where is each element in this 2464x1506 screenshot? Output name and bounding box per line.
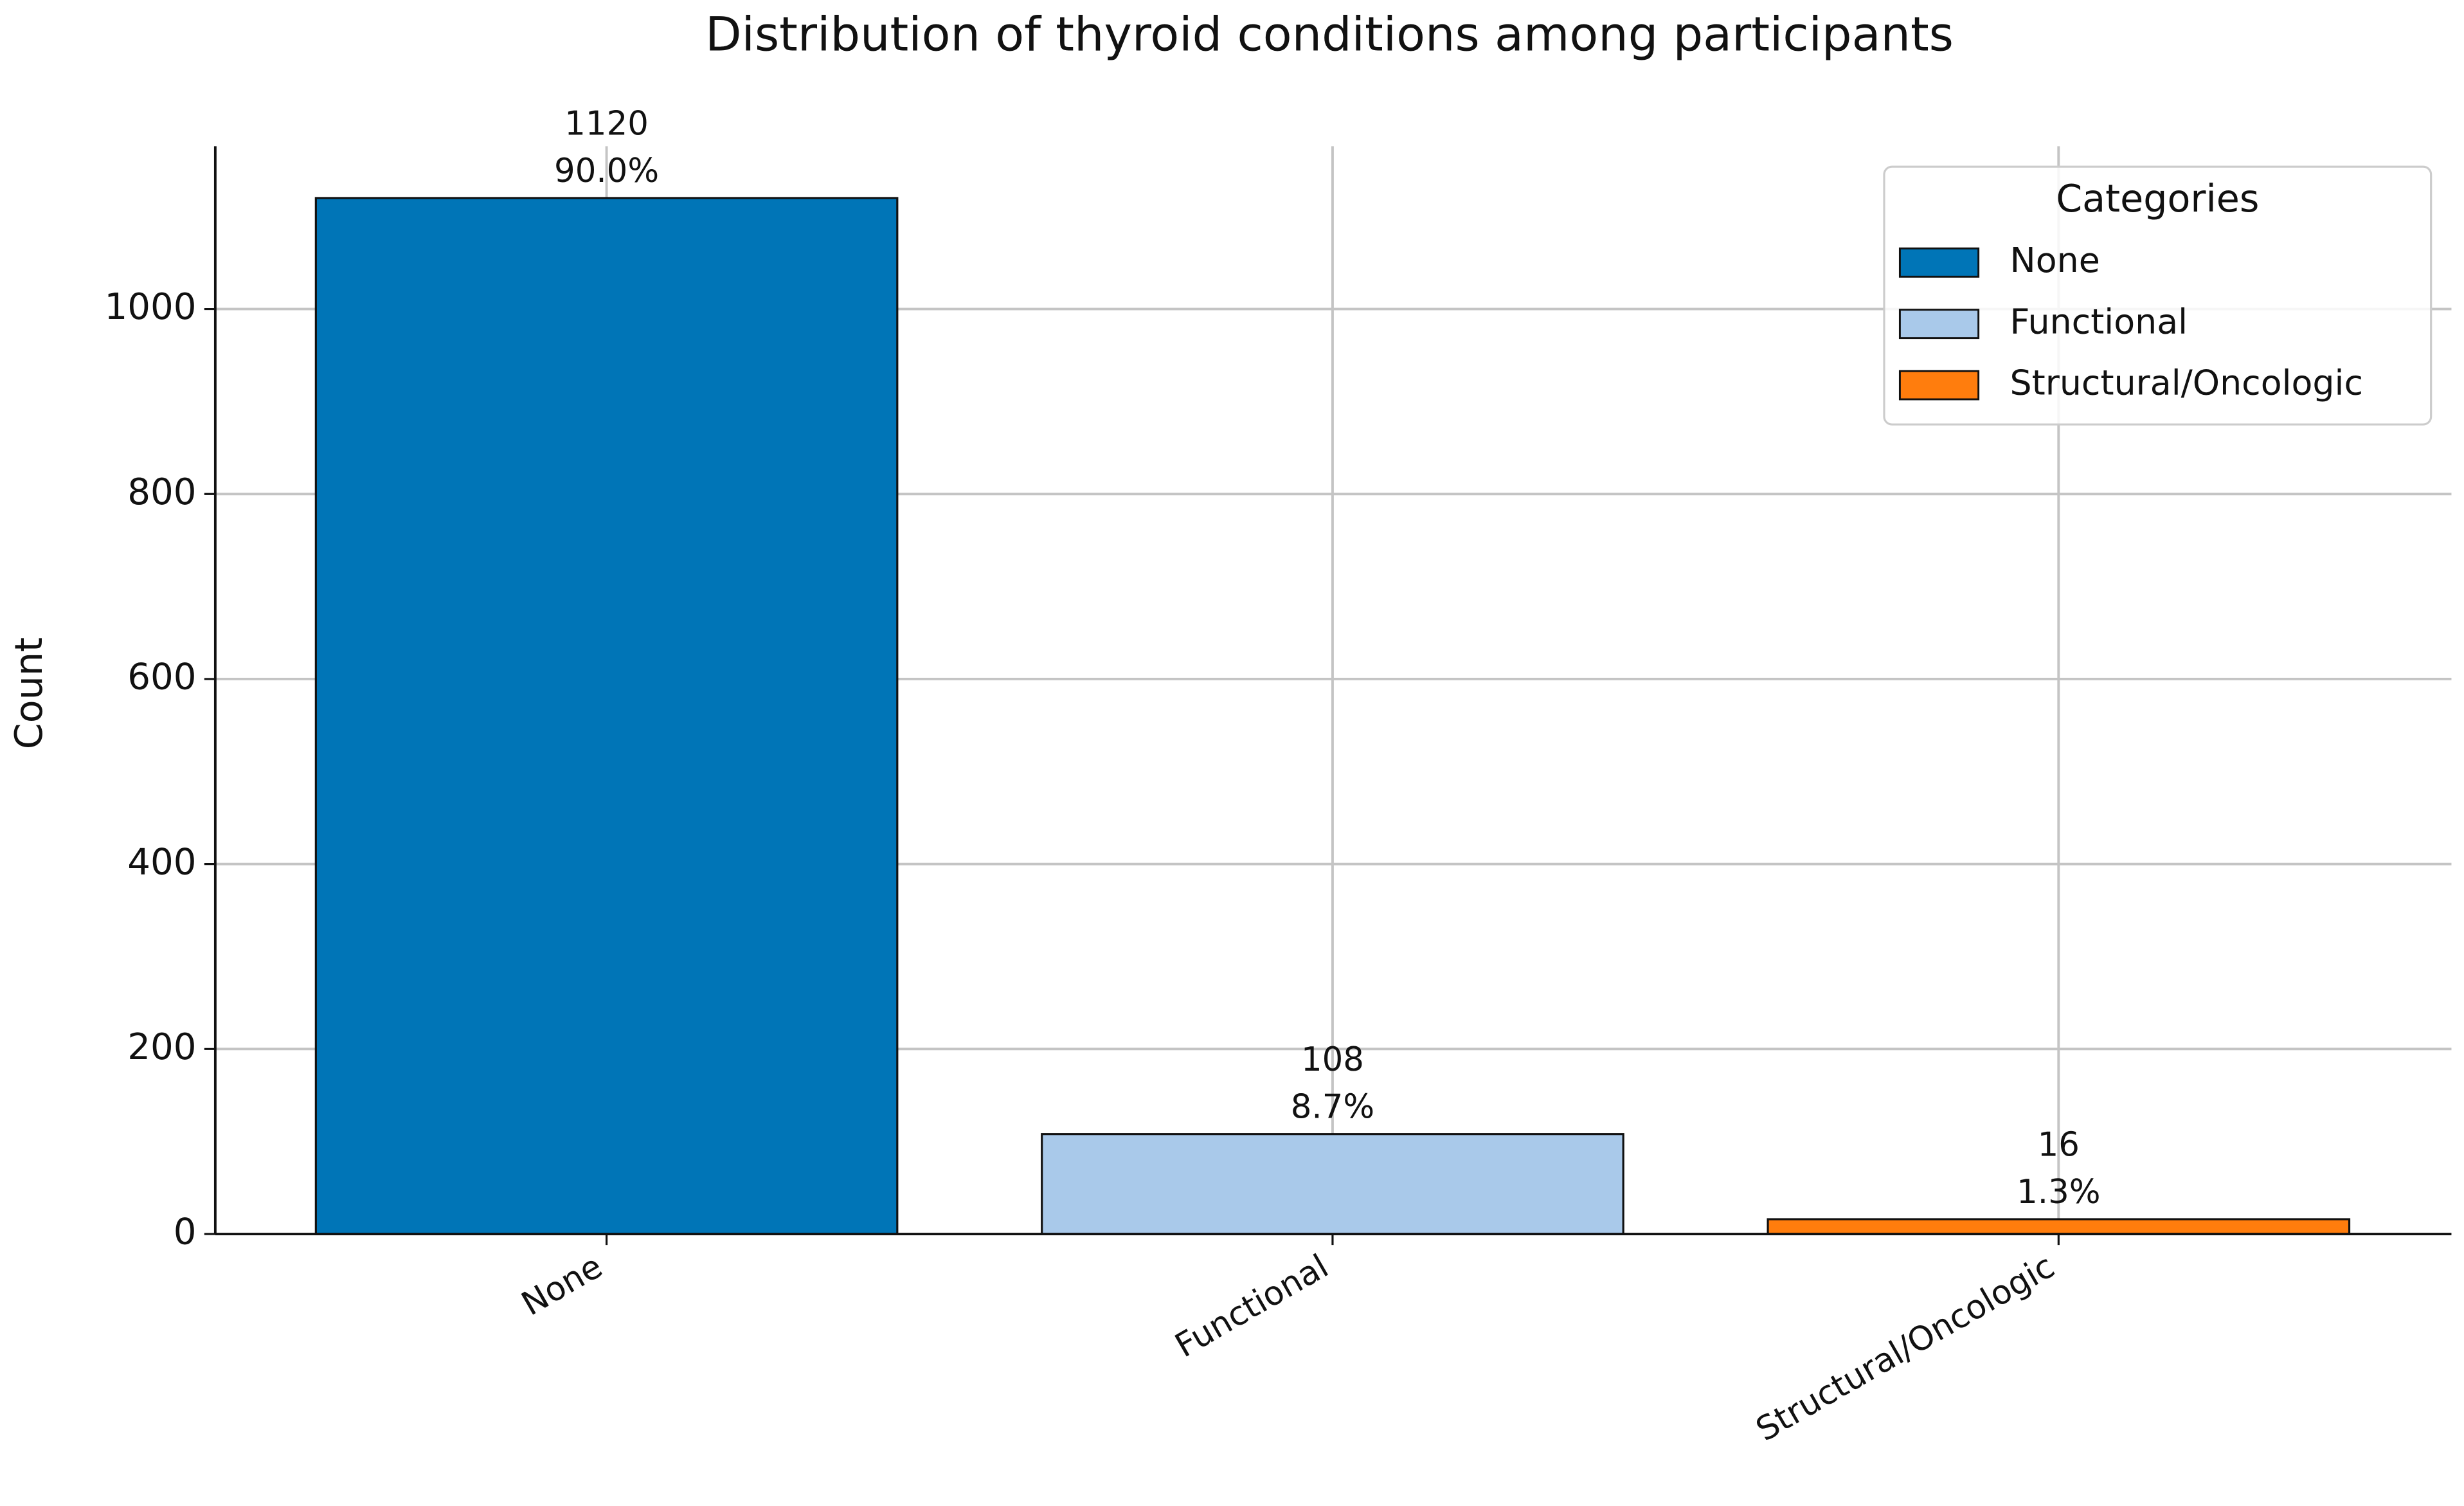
legend-label: Structural/Oncologic [2010, 363, 2364, 403]
legend: Categories None Functional Structural/Oncol… [1883, 165, 2433, 426]
y-tick-label: 200 [127, 1026, 196, 1068]
y-tick-label: 400 [127, 841, 196, 883]
legend-label: Functional [2010, 301, 2188, 341]
y-tick-label: 0 [174, 1211, 197, 1253]
bars: 1120 90.0% 108 8.7% 16 1.3% [314, 105, 2351, 1235]
legend-title: Categories [2056, 177, 2259, 221]
bar [1041, 1133, 1624, 1235]
legend-swatch [1898, 309, 1980, 340]
bar [1767, 1218, 2351, 1235]
y-tick-label: 800 [127, 471, 196, 513]
legend-swatch [1898, 370, 1980, 401]
percent-label: 90.0% [554, 152, 659, 190]
y-axis-label: Count [7, 637, 51, 749]
value-label: 108 [1301, 1040, 1364, 1079]
bar [314, 197, 899, 1235]
value-label: 1120 [564, 105, 649, 143]
y-tick-label: 1000 [104, 286, 196, 328]
percent-label: 1.3% [2017, 1173, 2100, 1211]
percent-label: 8.7% [1291, 1088, 1374, 1127]
legend-swatch [1898, 247, 1980, 278]
y-tick-label: 600 [127, 657, 196, 698]
legend-label: None [2010, 240, 2100, 280]
legend-box [1883, 165, 2433, 426]
value-label: 16 [2038, 1126, 2080, 1165]
chart-title: Distribution of thyroid conditions among… [705, 8, 1954, 62]
